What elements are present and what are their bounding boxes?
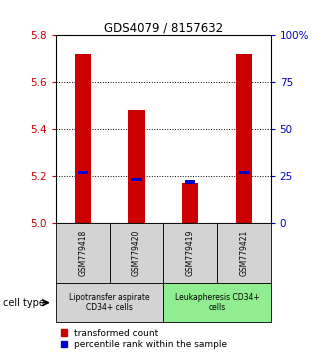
- Text: GSM779420: GSM779420: [132, 230, 141, 276]
- Bar: [110, 223, 163, 283]
- Bar: [182, 183, 198, 223]
- Title: GDS4079 / 8157632: GDS4079 / 8157632: [104, 21, 223, 34]
- Bar: [75, 54, 91, 223]
- Legend: transformed count, percentile rank within the sample: transformed count, percentile rank withi…: [61, 329, 227, 349]
- Bar: [56, 223, 110, 283]
- Bar: [239, 171, 249, 174]
- Bar: [236, 54, 252, 223]
- Bar: [56, 283, 163, 322]
- Bar: [131, 178, 142, 181]
- Bar: [163, 283, 271, 322]
- Bar: [217, 223, 271, 283]
- Text: GSM779418: GSM779418: [79, 230, 87, 276]
- Bar: [185, 181, 195, 183]
- Bar: [163, 223, 217, 283]
- Text: GSM779419: GSM779419: [186, 230, 195, 276]
- Text: Lipotransfer aspirate
CD34+ cells: Lipotransfer aspirate CD34+ cells: [69, 293, 150, 312]
- Text: GSM779421: GSM779421: [239, 230, 248, 276]
- Bar: [78, 171, 88, 174]
- Text: Leukapheresis CD34+
cells: Leukapheresis CD34+ cells: [175, 293, 259, 312]
- Text: cell type: cell type: [3, 298, 45, 308]
- Bar: [128, 110, 145, 223]
